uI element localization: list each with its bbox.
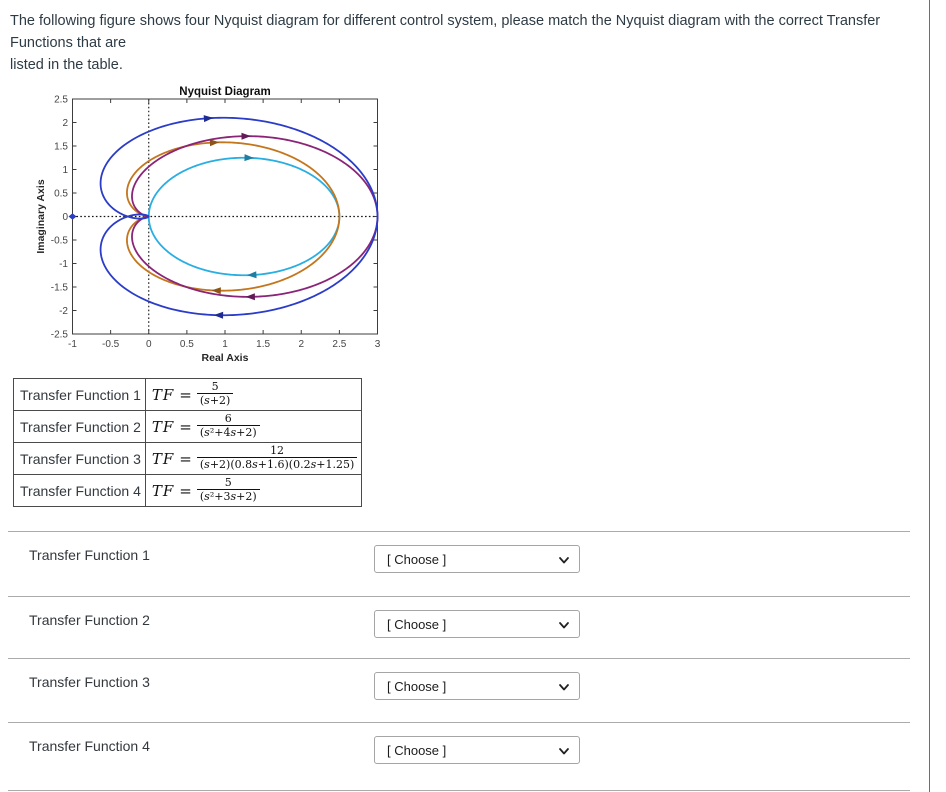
match-select-1[interactable]: [ Choose ]	[374, 545, 580, 573]
match-select-4[interactable]: [ Choose ]	[374, 736, 580, 764]
svg-text:Nyquist Diagram: Nyquist Diagram	[179, 86, 270, 98]
divider	[8, 790, 910, 791]
curve-direction-arrow	[247, 271, 257, 279]
curve-direction-arrow	[209, 139, 220, 147]
match-label-1: Transfer Function 1	[29, 547, 150, 563]
nyquist-figure: -1 -0.5 0 0.5 1 1.5 2 2.5 3 2.5 2 1.5 1 0.5 0 -0.5 -1 -1.…	[30, 78, 402, 374]
svg-text:1: 1	[222, 339, 228, 350]
svg-text:0: 0	[146, 339, 152, 350]
curve-direction-arrow	[211, 287, 221, 295]
minus-one-marker	[68, 213, 77, 220]
match-row-4: Transfer Function 4 [ Choose ]	[8, 722, 910, 791]
curve-direction-arrow	[244, 154, 254, 162]
svg-text:Imaginary Axis: Imaginary Axis	[35, 179, 47, 253]
table-row: Transfer Function 1 TF = 5 (s+2)	[13, 378, 363, 411]
question-line-2: listed in the table.	[10, 57, 123, 73]
tf-row-formula: TF = 12 (s+2)(0.8s+1.6)(0.2s+1.25)	[144, 442, 363, 475]
match-label-4: Transfer Function 4	[29, 738, 150, 754]
svg-text:2.5: 2.5	[332, 339, 346, 350]
svg-text:2: 2	[298, 339, 304, 350]
svg-text:0.5: 0.5	[54, 189, 68, 200]
match-label-2: Transfer Function 2	[29, 612, 150, 628]
tf-row-formula: TF = 6 (s²+4s+2)	[144, 410, 363, 443]
match-row-3: Transfer Function 3 [ Choose ]	[8, 658, 910, 723]
tf-row-name: Transfer Function 3	[13, 442, 146, 475]
curve-direction-arrow	[213, 311, 224, 319]
nyquist-curve	[99, 116, 379, 317]
table-row: Transfer Function 4 TF = 5 (s²+3s+2)	[13, 474, 363, 507]
pane-right-border	[929, 0, 930, 792]
svg-text:1.5: 1.5	[256, 339, 270, 350]
nyquist-chart: -1 -0.5 0 0.5 1 1.5 2 2.5 3 2.5 2 1.5 1 0.5 0 -0.5 -1 -1.…	[35, 86, 381, 364]
tf-row-formula: TF = 5 (s²+3s+2)	[144, 474, 363, 507]
match-row-2: Transfer Function 2 [ Choose ]	[8, 596, 910, 659]
svg-text:2: 2	[62, 118, 68, 129]
tf-row-name: Transfer Function 2	[13, 410, 146, 443]
curve-direction-arrow	[203, 115, 214, 123]
match-label-3: Transfer Function 3	[29, 674, 150, 690]
curve-direction-arrow	[245, 293, 255, 301]
match-select-3[interactable]: [ Choose ]	[374, 672, 580, 700]
svg-text:-1.5: -1.5	[51, 283, 69, 294]
svg-text:3: 3	[375, 339, 381, 350]
tf-row-name: Transfer Function 4	[13, 474, 146, 507]
svg-text:1.5: 1.5	[54, 142, 68, 153]
svg-text:0.5: 0.5	[180, 339, 194, 350]
question-text: The following figure shows four Nyquist …	[10, 10, 920, 76]
table-row: Transfer Function 2 TF = 6 (s²+4s+2)	[13, 410, 363, 443]
curve-direction-arrow	[241, 132, 251, 140]
tf-row-formula: TF = 5 (s+2)	[144, 378, 363, 411]
svg-text:Real Axis: Real Axis	[202, 352, 249, 364]
svg-text:-0.5: -0.5	[102, 339, 120, 350]
svg-text:1: 1	[62, 165, 68, 176]
svg-text:-2.5: -2.5	[51, 330, 69, 341]
svg-text:-1: -1	[59, 259, 68, 270]
svg-text:2.5: 2.5	[54, 95, 68, 106]
question-line-1: The following figure shows four Nyquist …	[10, 13, 881, 51]
nyquist-curve	[126, 141, 341, 292]
svg-text:0: 0	[62, 212, 68, 223]
svg-text:-1: -1	[68, 339, 77, 350]
svg-text:-0.5: -0.5	[51, 236, 69, 247]
table-row: Transfer Function 3 TF = 12 (s+2)(0.8s+1.6)…	[13, 442, 363, 475]
match-row-1: Transfer Function 1 [ Choose ]	[8, 531, 910, 597]
match-select-2[interactable]: [ Choose ]	[374, 610, 580, 638]
tf-row-name: Transfer Function 1	[13, 378, 146, 411]
svg-text:-2: -2	[59, 306, 68, 317]
transfer-function-table: Transfer Function 1 TF = 5 (s+2) Transfer F…	[13, 378, 363, 507]
